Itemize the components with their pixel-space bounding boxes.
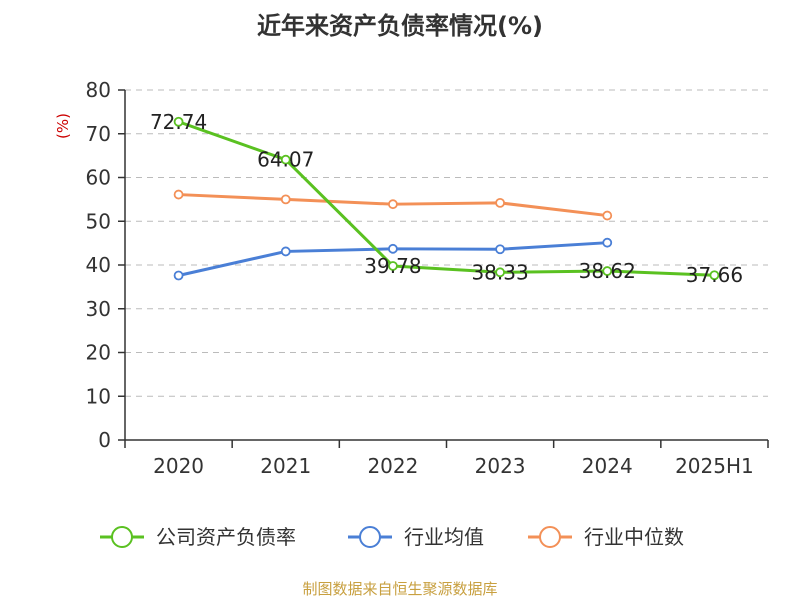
data-point (280, 154, 291, 165)
y-tick-label: 80 (86, 78, 111, 102)
series (173, 116, 720, 281)
axes: 0 10 20 30 40 50 60 70 80 2020 2021 2022 2023 2024 202… (86, 78, 769, 478)
chart-title: 近年来资产负债率情况(%) (257, 12, 543, 40)
x-tick-label: 2022 (367, 454, 418, 478)
legend-label: 行业均值 (404, 525, 484, 549)
data-point (280, 194, 291, 205)
legend-item[interactable]: 行业中位数 (528, 525, 684, 549)
x-tick-label: 2020 (153, 454, 204, 478)
data-point (709, 270, 720, 281)
y-tick-label: 70 (86, 122, 111, 146)
x-tick-label: 2024 (582, 454, 633, 478)
legend-swatch-marker (359, 526, 381, 548)
y-tick-label: 30 (86, 297, 111, 321)
legend-swatch-marker (539, 526, 561, 548)
y-tick-label: 20 (86, 341, 111, 365)
y-tick-label: 10 (86, 384, 111, 408)
data-point (388, 261, 398, 271)
legend-item[interactable]: 公司资产负债率 (100, 525, 296, 549)
data-point (602, 237, 613, 248)
data-point (388, 199, 398, 210)
data-point (495, 197, 505, 208)
y-tick-label: 60 (86, 166, 111, 190)
data-point (602, 266, 613, 276)
data-point (602, 210, 613, 221)
data-point (495, 267, 505, 278)
series-line (178, 120, 715, 277)
legend-swatch-marker (111, 526, 133, 548)
data-label: 72.74 (150, 110, 207, 134)
y-axis-unit-label: (%) (54, 113, 72, 139)
data-point (173, 189, 184, 200)
data-point (173, 270, 184, 281)
data-point (280, 246, 291, 257)
legend: 公司资产负债率 行业均值 行业中位数 (100, 525, 684, 549)
source-note: 制图数据来自恒生聚源数据库 (302, 580, 497, 598)
x-tick-label: 2025H1 (675, 454, 754, 478)
grid-lines (125, 89, 768, 397)
data-label: 38.33 (471, 260, 528, 284)
y-tick-label: 40 (86, 253, 111, 277)
data-point (173, 116, 184, 127)
data-label: 38.62 (579, 259, 636, 283)
x-tick-label: 2023 (475, 454, 526, 478)
data-label: 37.66 (686, 263, 743, 287)
data-label: 39.78 (364, 254, 421, 278)
data-labels: 72.74 64.07 39.78 38.33 38.62 37.66 (150, 110, 743, 287)
y-tick-label: 0 (98, 428, 111, 452)
data-point (388, 243, 398, 254)
legend-label: 行业中位数 (584, 525, 684, 549)
data-label: 64.07 (257, 148, 314, 172)
y-tick-label: 50 (86, 209, 111, 233)
x-tick-label: 2021 (260, 454, 311, 478)
legend-item[interactable]: 行业均值 (348, 525, 484, 549)
data-point (495, 244, 505, 255)
legend-label: 公司资产负债率 (156, 525, 296, 549)
